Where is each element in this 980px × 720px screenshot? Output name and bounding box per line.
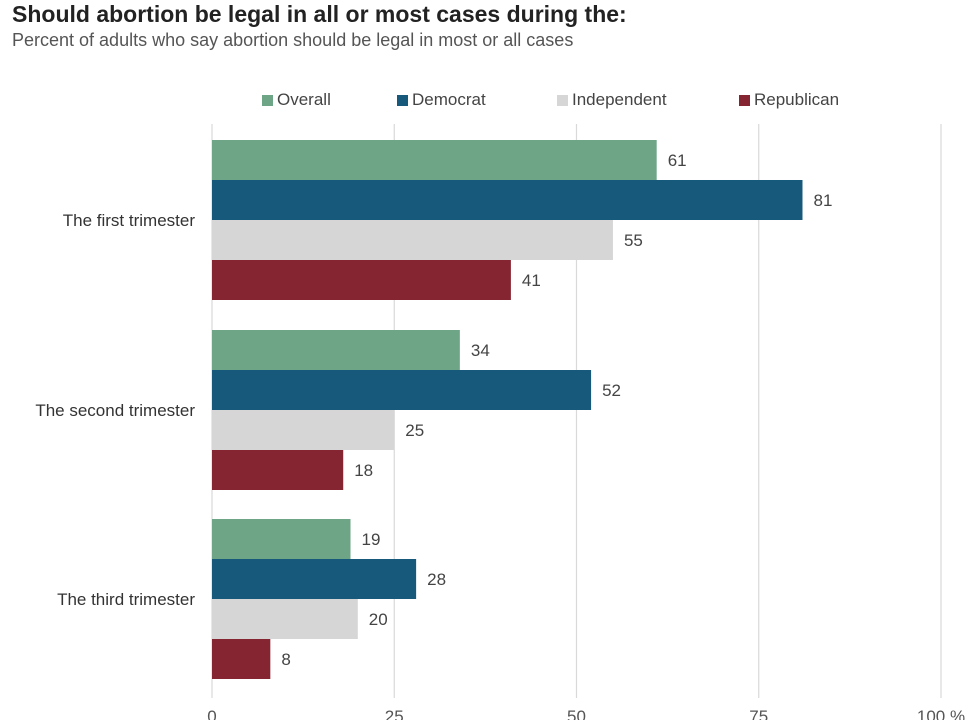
data-label: 28 bbox=[427, 570, 446, 589]
x-tick-label: 100 % bbox=[917, 707, 965, 720]
bar-democrat bbox=[212, 370, 592, 410]
category-label: The third trimester bbox=[57, 590, 195, 609]
data-label: 20 bbox=[369, 610, 388, 629]
data-label: 34 bbox=[471, 341, 490, 360]
data-label: 61 bbox=[668, 151, 687, 170]
x-tick-label: 50 bbox=[567, 707, 586, 720]
legend-swatch-overall bbox=[262, 94, 273, 106]
chart-subtitle: Percent of adults who say abortion shoul… bbox=[12, 30, 574, 50]
data-label: 41 bbox=[522, 271, 541, 290]
legend-swatch-independent bbox=[557, 94, 568, 106]
data-label: 19 bbox=[362, 530, 381, 549]
legend-item-democrat: Democrat bbox=[397, 90, 486, 110]
bar-republican bbox=[212, 639, 271, 679]
legend-item-independent: Independent bbox=[557, 90, 667, 110]
category-label: The first trimester bbox=[63, 211, 196, 230]
bar-republican bbox=[212, 260, 511, 300]
bar-democrat bbox=[212, 559, 417, 599]
bar-overall bbox=[212, 519, 351, 559]
bar-independent bbox=[212, 599, 358, 639]
bar-republican bbox=[212, 450, 344, 490]
bar-independent bbox=[212, 410, 395, 450]
legend-swatch-republican bbox=[739, 94, 750, 106]
bar-democrat bbox=[212, 180, 803, 220]
legend-item-overall: Overall bbox=[262, 90, 331, 110]
legend-label-independent: Independent bbox=[572, 90, 667, 109]
category-label: The second trimester bbox=[35, 401, 195, 420]
chart-title: Should abortion be legal in all or most … bbox=[12, 1, 627, 27]
data-label: 55 bbox=[624, 231, 643, 250]
legend-label-republican: Republican bbox=[754, 90, 840, 109]
bar-overall bbox=[212, 140, 657, 180]
data-label: 25 bbox=[405, 421, 424, 440]
x-tick-label: 75 bbox=[749, 707, 768, 720]
legend-label-overall: Overall bbox=[277, 90, 331, 109]
data-label: 8 bbox=[281, 650, 290, 669]
bar-overall bbox=[212, 330, 460, 370]
legend: Overall Democrat Independent Republican bbox=[0, 90, 980, 112]
legend-label-democrat: Democrat bbox=[412, 90, 486, 109]
data-label: 81 bbox=[813, 191, 832, 210]
bar-independent bbox=[212, 220, 613, 260]
x-tick-label: 0 bbox=[207, 707, 216, 720]
x-tick-label: 25 bbox=[385, 707, 404, 720]
data-label: 18 bbox=[354, 461, 373, 480]
legend-swatch-democrat bbox=[397, 94, 408, 106]
legend-item-republican: Republican bbox=[739, 90, 839, 110]
data-label: 52 bbox=[602, 381, 621, 400]
